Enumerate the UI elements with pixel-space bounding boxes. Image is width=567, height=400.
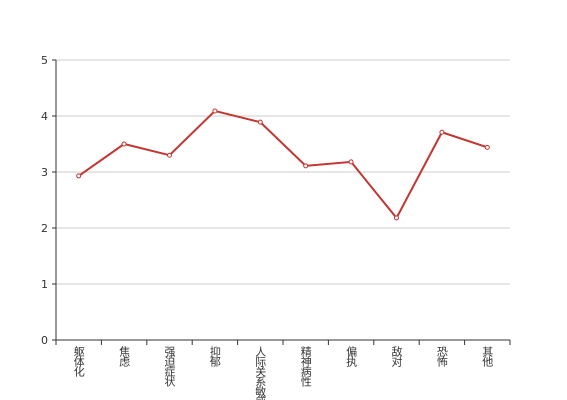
y-tick-label: 3 [41, 166, 48, 179]
x-tick-label: 其他 [481, 346, 494, 367]
point [76, 173, 82, 179]
y-tick-label: 2 [41, 222, 48, 235]
x-tick-label: 抑郁 [208, 345, 221, 367]
y-tick-label: 1 [41, 278, 48, 291]
point [257, 119, 263, 125]
line [78, 109, 488, 220]
x-tick-label: 恐怖 [435, 346, 448, 367]
point [167, 152, 172, 158]
x-tick-label: 偏执 [345, 345, 358, 368]
x-tick-label: 精神病性 [299, 346, 312, 388]
point [439, 129, 445, 135]
point [394, 215, 399, 221]
point [484, 144, 490, 150]
x-tick-label: 焦虑 [118, 346, 131, 367]
point [121, 141, 127, 147]
y-tick-label: 5 [41, 54, 48, 67]
point [212, 108, 218, 114]
x-tick-label: 躯体化 [72, 346, 85, 378]
x-tick-label: 敌对 [390, 345, 403, 367]
y-tick-label: 4 [41, 110, 48, 123]
point [348, 159, 354, 165]
point [303, 163, 309, 169]
x-tick-label: 人际关系敏感 [254, 346, 267, 400]
x-tick-label: 强迫症状 [163, 346, 176, 387]
y-tick-label: 0 [41, 334, 48, 347]
